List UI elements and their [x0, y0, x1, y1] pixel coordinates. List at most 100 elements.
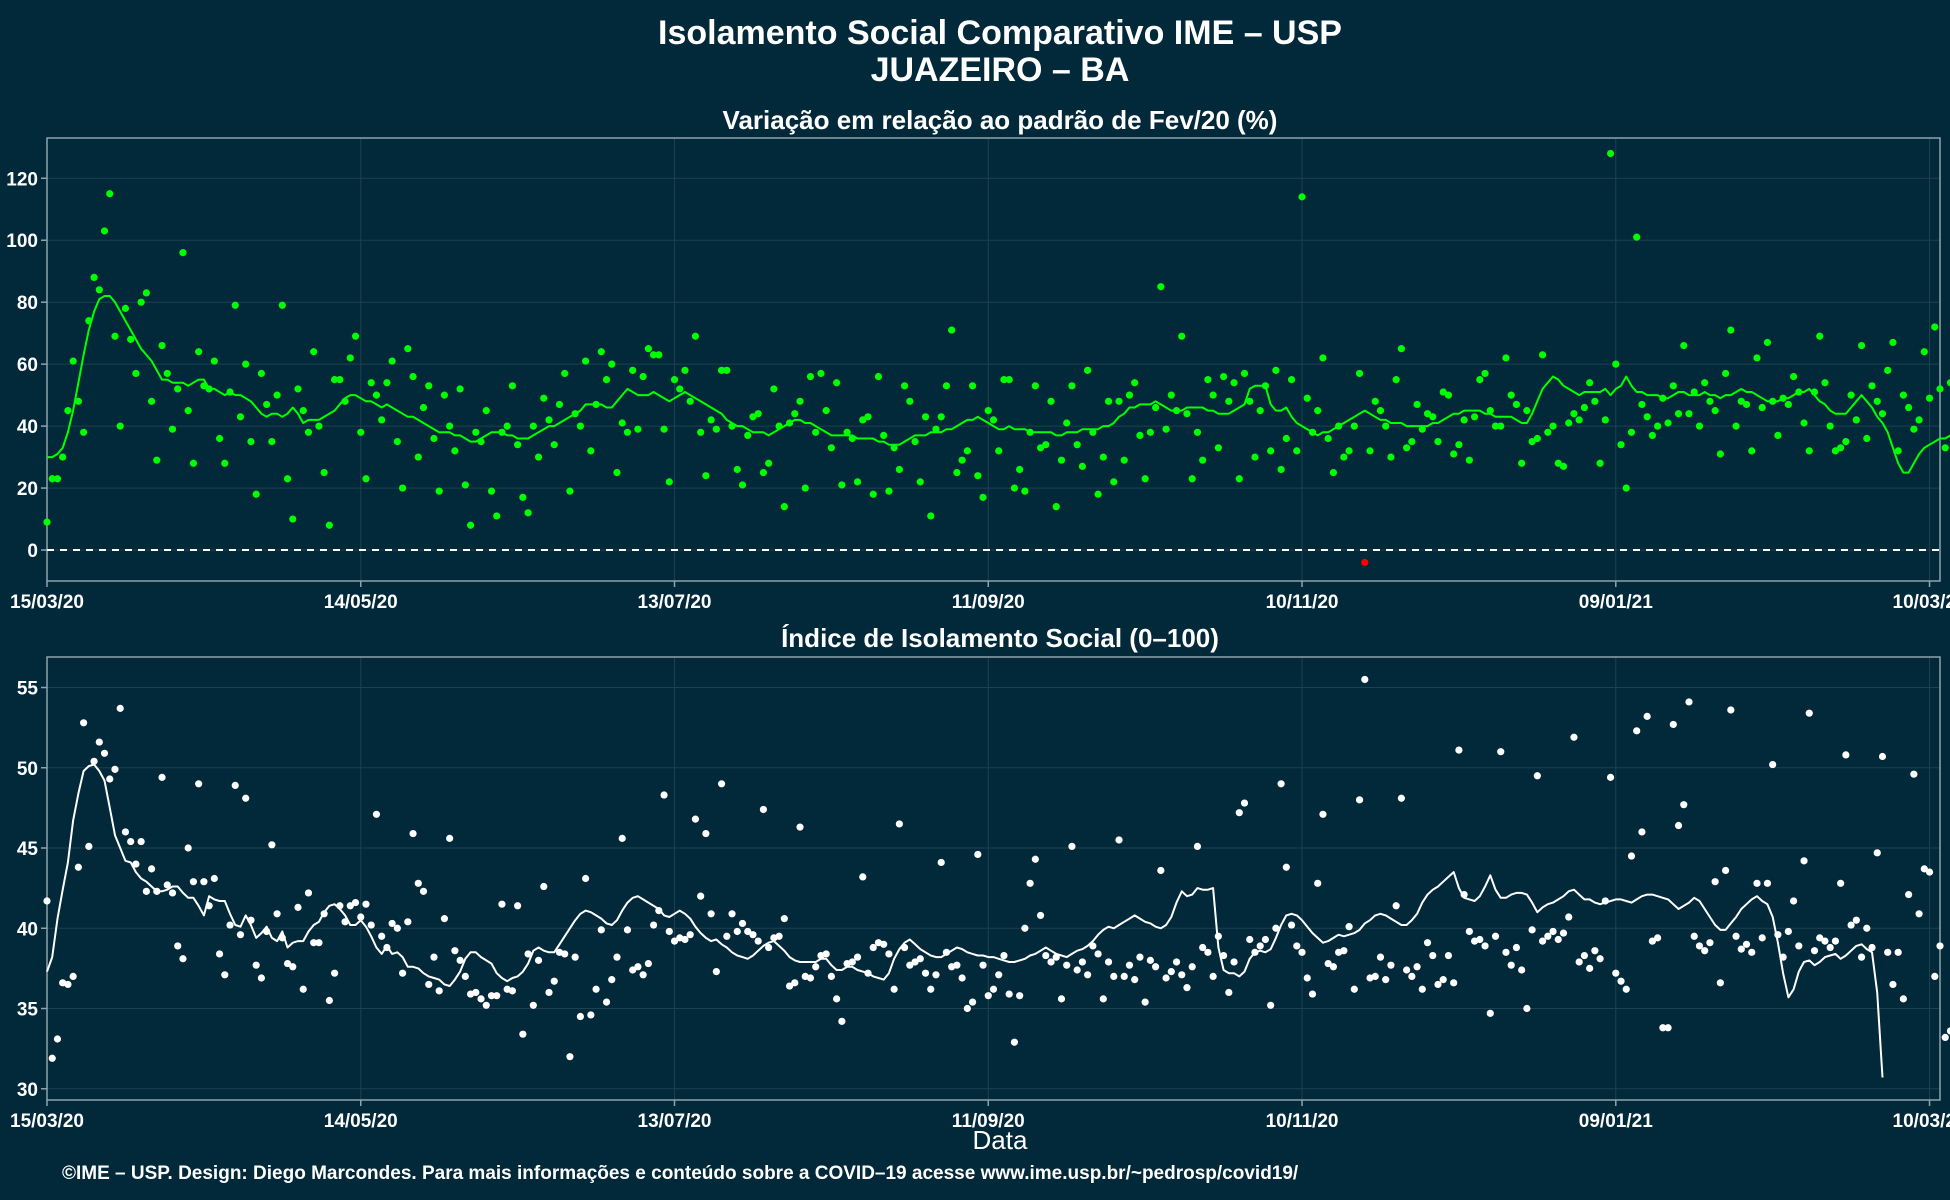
data-point: [1580, 951, 1589, 960]
data-point: [331, 969, 339, 977]
data-point: [1894, 447, 1902, 455]
data-point: [304, 428, 313, 436]
data-point: [1737, 945, 1745, 953]
data-point: [744, 927, 752, 936]
data-point: [132, 369, 140, 378]
data-point: [1230, 958, 1238, 966]
data-point: [398, 969, 407, 977]
data-point: [1680, 801, 1688, 809]
data-point: [754, 937, 762, 945]
data-point: [1690, 932, 1698, 940]
data-point: [1277, 780, 1285, 788]
data-point: [765, 943, 773, 952]
data-point: [953, 961, 961, 969]
data-point: [1800, 419, 1808, 427]
data-point: [367, 379, 375, 387]
data-point: [221, 971, 229, 979]
data-point: [142, 289, 150, 297]
data-point: [184, 844, 192, 852]
data-point: [916, 955, 924, 963]
data-point: [493, 992, 501, 1000]
data-point: [351, 898, 360, 907]
data-point: [1219, 951, 1228, 960]
data-point: [1355, 369, 1364, 378]
y-tick-label: 55: [17, 678, 39, 699]
data-point: [1580, 403, 1589, 412]
data-point: [1936, 385, 1944, 393]
data-point: [372, 810, 381, 818]
data-point: [1528, 926, 1536, 934]
data-point: [1361, 558, 1369, 567]
data-point: [1680, 341, 1688, 350]
data-point: [1627, 428, 1636, 436]
data-point: [1763, 879, 1772, 887]
data-point: [1167, 967, 1175, 976]
data-point: [132, 860, 140, 868]
data-point: [1000, 376, 1008, 384]
data-point: [1418, 985, 1426, 993]
data-point: [932, 425, 940, 433]
moving-average-line: [47, 295, 1950, 474]
data-point: [733, 927, 741, 936]
data-point: [1460, 416, 1468, 424]
data-point: [927, 512, 935, 520]
data-point: [827, 444, 835, 452]
data-point: [1110, 478, 1118, 486]
x-axis-label: Data: [973, 1125, 1028, 1155]
data-point: [451, 447, 459, 455]
data-point: [1293, 447, 1301, 455]
data-point: [639, 971, 647, 979]
data-point: [226, 921, 234, 929]
data-point: [1601, 416, 1609, 424]
data-point: [629, 366, 637, 374]
data-point: [1544, 932, 1552, 940]
data-point: [1533, 772, 1541, 780]
data-point: [1010, 484, 1019, 492]
data-point: [1005, 376, 1013, 384]
data-point: [1115, 397, 1123, 405]
data-point: [738, 481, 747, 489]
data-point: [419, 403, 428, 412]
data-point: [1099, 453, 1107, 461]
data-point: [874, 372, 883, 381]
data-point: [608, 360, 616, 368]
data-point: [780, 503, 788, 511]
panel1-title: Variação em relação ao padrão de Fev/20 …: [723, 105, 1278, 135]
data-point: [1936, 942, 1944, 950]
data-point: [759, 468, 768, 477]
data-point: [859, 416, 867, 424]
data-point: [1089, 428, 1097, 436]
data-point: [1565, 419, 1573, 427]
data-point: [1758, 403, 1766, 412]
data-point: [163, 369, 171, 378]
data-point: [524, 509, 532, 517]
data-point: [984, 407, 992, 415]
data-point: [1847, 391, 1855, 399]
data-point: [749, 931, 757, 939]
data-point: [158, 341, 166, 350]
data-point: [691, 815, 700, 823]
data-point: [1502, 354, 1510, 362]
data-point: [1272, 924, 1280, 932]
data-point: [1716, 979, 1724, 987]
data-point: [242, 794, 250, 802]
data-point: [1910, 770, 1918, 778]
data-point: [367, 921, 375, 929]
data-point: [174, 942, 182, 950]
data-point: [1408, 437, 1416, 446]
data-point: [430, 953, 438, 961]
data-point: [1816, 332, 1824, 340]
data-point: [519, 1030, 527, 1038]
data-point: [1591, 947, 1599, 955]
data-point: [906, 961, 914, 969]
data-point: [540, 394, 548, 402]
data-point: [1052, 503, 1060, 511]
data-point: [1648, 937, 1656, 945]
data-point: [880, 940, 888, 948]
panel2-title: Índice de Isolamento Social (0–100): [781, 623, 1219, 653]
data-point: [378, 932, 386, 940]
data-point: [1225, 988, 1233, 997]
data-point: [1444, 391, 1453, 399]
data-point: [1476, 935, 1484, 944]
data-point: [1925, 868, 1934, 876]
